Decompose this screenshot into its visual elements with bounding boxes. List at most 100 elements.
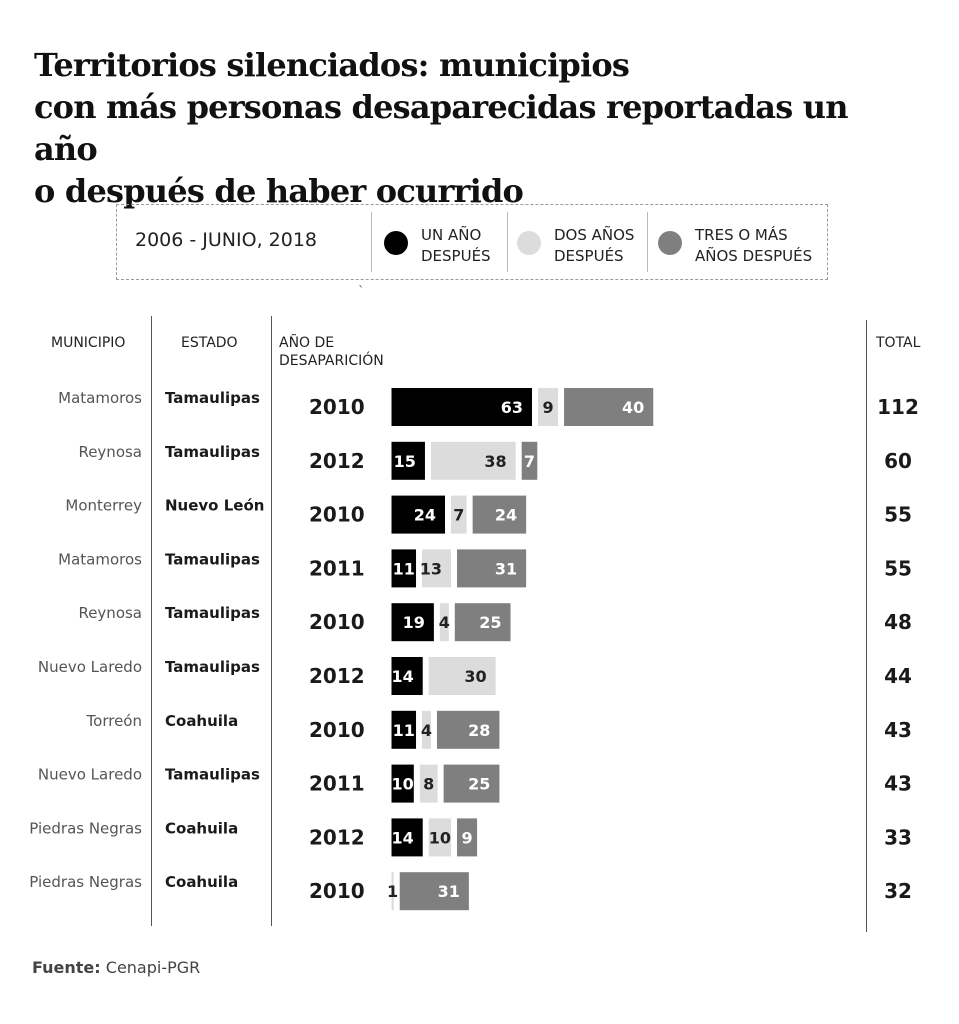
- bar-value-label: 15: [394, 452, 416, 471]
- bar-value-label: 25: [479, 613, 501, 632]
- bar-segment: [391, 549, 417, 588]
- row-estado: Tamaulipas: [165, 604, 260, 622]
- bar-value-label: 1: [387, 882, 398, 901]
- legend-label-line: UN AÑO: [421, 226, 482, 244]
- row-anio: 2012: [309, 664, 365, 688]
- row-municipio: Torreón: [86, 712, 142, 730]
- bar-segment: [391, 710, 417, 749]
- row-municipio: Reynosa: [78, 604, 142, 622]
- row-total: 44: [884, 664, 912, 688]
- row-estado: Nuevo León: [165, 497, 264, 515]
- row-total: 43: [884, 718, 912, 742]
- header-municipio: MUNICIPIO: [51, 335, 126, 351]
- source-label: Fuente:: [32, 958, 101, 977]
- bar-value-label: 11: [393, 559, 415, 578]
- legend-label-line: DOS AÑOS: [554, 226, 635, 244]
- bar-value-label: 9: [542, 398, 553, 417]
- row-municipio: Reynosa: [78, 443, 142, 461]
- row-estado: Tamaulipas: [165, 443, 260, 461]
- row-estado: Tamaulipas: [165, 550, 260, 568]
- row-anio: 2012: [309, 449, 365, 473]
- legend-label-un-ano: UN AÑO DESPUÉS: [421, 225, 491, 267]
- row-estado: Coahuila: [165, 712, 238, 730]
- legend-swatch-dos-anos: [517, 231, 541, 255]
- bar-segment: [439, 603, 449, 642]
- legend-divider: [647, 212, 648, 272]
- bar-segment: [428, 818, 452, 857]
- row-total: 55: [884, 556, 912, 580]
- bar-value-label: 24: [495, 506, 517, 525]
- chart-title-line-2: con más personas desaparecidas reportada…: [34, 88, 849, 168]
- bar-segment: [422, 710, 431, 749]
- bar-value-label: 30: [464, 667, 486, 686]
- legend-period: 2006 - JUNIO, 2018: [135, 229, 318, 251]
- legend-swatch-un-ano: [384, 231, 408, 255]
- row-total: 33: [884, 825, 912, 849]
- row-anio: 2011: [309, 772, 365, 796]
- bar-segment: [564, 388, 654, 426]
- source-note: Fuente: Cenapi-PGR: [32, 958, 200, 977]
- row-municipio: Nuevo Laredo: [38, 658, 142, 676]
- chart-title-line-3: o después de haber ocurrido: [34, 172, 524, 210]
- header-anio-line-2: DESAPARICIÓN: [279, 353, 384, 369]
- chart-legend: 2006 - JUNIO, 2018 UN AÑO DESPUÉS DOS AÑ…: [116, 204, 828, 280]
- bar-segment: [443, 764, 500, 803]
- bar-value-label: 14: [391, 828, 413, 847]
- bar-value-label: 13: [420, 559, 442, 578]
- chart-title-line-1: Territorios silenciados: municipios: [34, 46, 630, 84]
- bar-segment: [391, 388, 532, 426]
- header-total: TOTAL: [876, 335, 921, 351]
- row-anio: 2011: [309, 556, 365, 580]
- row-estado: Coahuila: [165, 819, 238, 837]
- column-divider-municipio: [151, 316, 152, 926]
- bar-segment: [391, 441, 425, 480]
- row-anio: 2010: [309, 879, 365, 903]
- bar-value-label: 28: [468, 721, 490, 740]
- row-estado: Tamaulipas: [165, 389, 260, 407]
- row-estado: Tamaulipas: [165, 658, 260, 676]
- legend-divider: [371, 212, 372, 272]
- bar-value-label: 9: [461, 828, 472, 847]
- bar-value-label: 7: [524, 452, 535, 471]
- legend-label-line: DESPUÉS: [554, 247, 624, 265]
- bar-segment: [454, 603, 511, 642]
- row-anio: 2010: [309, 395, 365, 419]
- row-municipio: Nuevo Laredo: [38, 766, 142, 784]
- row-anio: 2010: [309, 610, 365, 634]
- bar-segment: [391, 657, 423, 695]
- bar-segment: [391, 495, 446, 534]
- bar-value-label: 31: [495, 559, 517, 578]
- bar-segment: [399, 872, 469, 911]
- bar-segment: [472, 495, 527, 534]
- legend-swatch-tres-anos: [658, 231, 682, 255]
- row-anio: 2012: [309, 825, 365, 849]
- bar-segment: [537, 388, 559, 426]
- column-divider-total: [866, 320, 867, 932]
- row-municipio: Monterrey: [65, 497, 142, 515]
- bar-segment: [521, 441, 538, 480]
- legend-divider: [507, 212, 508, 272]
- row-total: 112: [877, 395, 919, 419]
- column-divider-estado: [271, 316, 272, 926]
- legend-label-tres-anos: TRES O MÁS AÑOS DESPUÉS: [695, 225, 812, 267]
- bar-value-label: 40: [622, 398, 644, 417]
- row-municipio: Piedras Negras: [29, 819, 142, 837]
- row-anio: 2010: [309, 503, 365, 527]
- bar-value-label: 63: [501, 398, 523, 417]
- row-total: 32: [884, 879, 912, 903]
- bar-value-label: 7: [453, 506, 464, 525]
- bar-segment: [419, 764, 438, 803]
- row-anio: 2010: [309, 718, 365, 742]
- row-estado: Tamaulipas: [165, 766, 260, 784]
- bar-segment: [457, 549, 527, 588]
- bar-value-label: 19: [403, 613, 425, 632]
- bar-segment: [451, 495, 467, 534]
- bar-value-label: 31: [438, 882, 460, 901]
- chart-title: Territorios silenciados: municipios con …: [34, 44, 914, 212]
- row-total: 43: [884, 772, 912, 796]
- bar-segment: [436, 710, 500, 749]
- bar-segment: [430, 441, 516, 480]
- source-text: Cenapi-PGR: [105, 958, 201, 977]
- row-total: 48: [884, 610, 912, 634]
- bar-value-label: 14: [391, 667, 413, 686]
